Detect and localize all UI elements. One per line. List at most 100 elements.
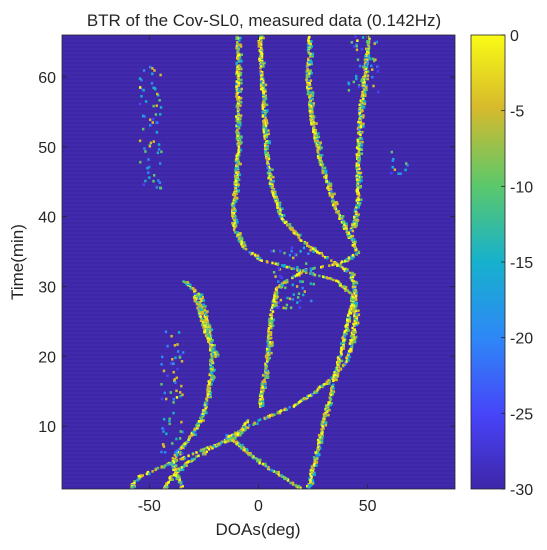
- heatmap-cell: [239, 59, 243, 62]
- heatmap-cell: [235, 82, 238, 86]
- heatmap-cell: [199, 295, 202, 298]
- heatmap-cell: [170, 334, 173, 338]
- heatmap-cell: [375, 40, 378, 44]
- heatmap-cell: [275, 301, 279, 304]
- heatmap-cell: [159, 106, 163, 109]
- heatmap-cell: [309, 282, 312, 285]
- heatmap-cell: [195, 302, 199, 306]
- heatmap-cell: [237, 189, 240, 192]
- heatmap-cell: [204, 447, 207, 450]
- heatmap-cell: [174, 451, 177, 454]
- heatmap-cell: [207, 447, 211, 451]
- heatmap-cell: [261, 62, 265, 66]
- heatmap-cell: [336, 368, 339, 372]
- heatmap-cell: [353, 319, 356, 322]
- heatmap-cell: [268, 182, 272, 186]
- heatmap-cell: [253, 421, 256, 425]
- heatmap-cell: [338, 214, 341, 217]
- heatmap-cell: [355, 48, 359, 52]
- heatmap-cell: [181, 430, 184, 434]
- colorbar-gradient: [470, 34, 506, 490]
- heatmap-cell: [301, 397, 305, 401]
- heatmap-cell: [214, 355, 217, 359]
- heatmap-cell: [308, 75, 311, 78]
- heatmap-cell: [201, 293, 204, 296]
- heatmap-cell: [170, 463, 174, 467]
- heatmap-cell: [312, 250, 315, 253]
- heatmap-cell: [347, 351, 350, 355]
- heatmap-cell: [162, 466, 166, 469]
- heatmap-cell: [258, 461, 261, 464]
- heatmap-cell: [267, 326, 271, 330]
- heatmap-cell: [376, 65, 380, 68]
- y-axis-label: Time(min): [8, 224, 27, 300]
- heatmap-cell: [295, 285, 299, 288]
- heatmap-cell: [221, 440, 224, 444]
- heatmap-cell: [310, 45, 313, 48]
- heatmap-cell: [353, 273, 356, 276]
- heatmap-cell: [236, 103, 239, 107]
- heatmap-cell: [256, 256, 259, 260]
- heatmap-cell: [345, 258, 348, 261]
- heatmap-cell: [286, 296, 289, 300]
- heatmap-cell: [236, 173, 239, 177]
- heatmap-cell: [269, 326, 273, 329]
- heatmap-cell: [342, 347, 345, 350]
- heatmap-cell: [193, 427, 197, 431]
- heatmap-cell: [178, 356, 182, 359]
- heatmap-cell: [356, 39, 359, 42]
- heatmap-cell: [263, 385, 267, 389]
- heatmap-cell: [254, 457, 258, 460]
- heatmap-cell: [335, 378, 338, 382]
- heatmap-cell: [236, 152, 239, 156]
- heatmap-cell: [338, 216, 341, 220]
- heatmap-cell: [236, 433, 240, 437]
- heatmap-cell: [149, 124, 152, 127]
- heatmap-cell: [309, 111, 312, 114]
- heatmap-cell: [204, 452, 207, 456]
- heatmap-cell: [259, 72, 262, 76]
- heatmap-cell: [357, 198, 361, 201]
- heatmap-cell: [309, 69, 312, 72]
- heatmap-cell: [350, 297, 353, 301]
- heatmap-cell: [313, 138, 317, 142]
- heatmap-cell: [236, 97, 239, 101]
- heatmap-cell: [334, 205, 337, 208]
- heatmap-cell: [315, 464, 318, 467]
- heatmap-cell: [140, 95, 143, 98]
- heatmap-cell: [294, 484, 297, 487]
- heatmap-cell: [173, 466, 176, 470]
- heatmap-cell: [340, 353, 343, 356]
- heatmap-cell: [176, 467, 179, 471]
- heatmap-cell: [352, 298, 355, 302]
- heatmap-cell: [238, 153, 241, 157]
- heatmap-cell: [147, 165, 151, 169]
- heatmap-cell: [360, 144, 364, 147]
- heatmap-cell: [213, 368, 216, 372]
- heatmap-cell: [151, 121, 154, 124]
- heatmap-cell: [360, 175, 363, 179]
- heatmap-cell: [303, 241, 306, 245]
- heatmap-cell: [315, 457, 319, 461]
- heatmap-cell: [282, 306, 285, 310]
- heatmap-cell: [237, 146, 241, 149]
- heatmap-cell: [355, 199, 358, 202]
- heatmap-cell: [268, 141, 271, 145]
- heatmap-cell: [206, 394, 209, 398]
- heatmap-cell: [177, 469, 180, 472]
- heatmap-cell: [311, 470, 315, 473]
- heatmap-cell: [258, 258, 262, 262]
- heatmap-cell: [346, 314, 350, 317]
- heatmap-cell: [274, 191, 277, 195]
- heatmap-cell: [271, 469, 274, 472]
- heatmap-cell: [152, 86, 155, 90]
- heatmap-cell: [235, 37, 238, 41]
- heatmap-cell: [274, 302, 277, 306]
- heatmap-cell: [354, 301, 357, 305]
- heatmap-cell: [312, 273, 315, 276]
- heatmap-cell: [318, 443, 321, 447]
- heatmap-cell: [208, 324, 212, 327]
- heatmap-cell: [275, 195, 278, 199]
- heatmap-cell: [201, 449, 205, 453]
- heatmap-cell: [288, 226, 291, 229]
